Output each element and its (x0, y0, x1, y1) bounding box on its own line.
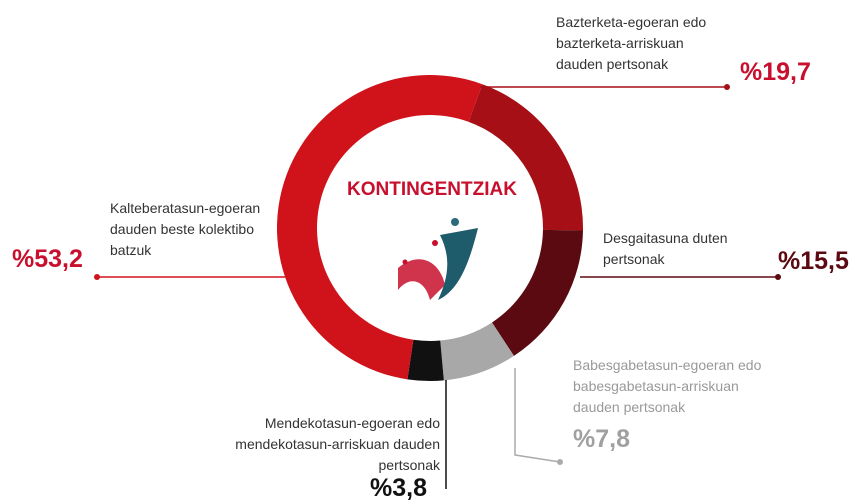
value-label: %53,2 (12, 245, 83, 273)
donut-segment (277, 75, 483, 380)
chart-title: KONTINGENTZIAK (347, 179, 517, 200)
donut-segment (492, 229, 583, 356)
logo (398, 218, 478, 300)
leader-dot (94, 274, 100, 280)
value-label: %3,8 (370, 474, 427, 502)
leader-line (514, 368, 561, 463)
leader-dot (557, 459, 563, 465)
category-label: Babesgabetasun-egoeran edo babesgabetasu… (573, 357, 762, 415)
category-label: Kalteberatasun-egoeran dauden beste kole… (110, 200, 261, 258)
value-label: %7,8 (573, 425, 630, 453)
category-label: Desgaitasuna duten pertsonak (603, 230, 728, 267)
category-label: Mendekotasun-egoeran edo mendekotasun-ar… (235, 415, 440, 473)
donut-segment (440, 322, 514, 381)
leader-dot (775, 274, 781, 280)
category-label: Bazterketa-egoeran edo bazterketa-arrisk… (556, 14, 707, 72)
donut-segment (468, 84, 583, 231)
value-label: %15,5 (778, 247, 849, 275)
donut-segment (407, 339, 444, 381)
leader-dot (724, 84, 730, 90)
value-label: %19,7 (740, 58, 811, 86)
